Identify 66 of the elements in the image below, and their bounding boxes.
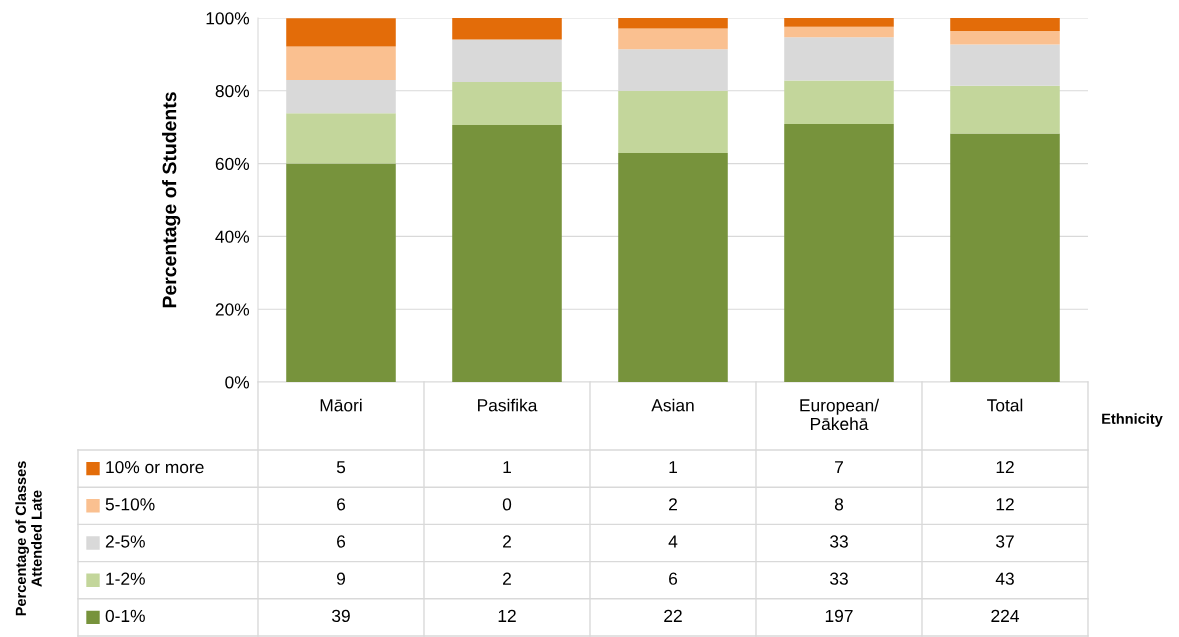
bar [784,80,894,124]
bar [452,39,562,83]
x-axis-title: Ethnicity [1102,413,1163,427]
bar [784,37,894,81]
text: 39 [332,609,350,623]
x-tick-label: Māori [320,398,362,412]
text: 1 [669,461,677,474]
text: 22 [664,609,682,622]
text: 6 [337,498,346,511]
text: 33 [830,572,848,585]
bar [286,18,396,47]
text: 1 [503,461,511,474]
bar [286,163,396,382]
legend-label: 10% or more [106,460,204,474]
text: 6 [669,572,678,585]
bar [950,85,1060,134]
bar [784,123,894,382]
y-tick-label: 80% [215,84,250,98]
y-tick-label: 60% [215,157,250,171]
x-tick-label: Asian [651,398,694,412]
text: 8 [834,498,844,511]
legend-label: 2-5% [105,535,145,548]
bar [784,26,894,38]
text: 2 [503,535,511,548]
text: 9 [336,572,346,585]
text: 2 [669,498,677,511]
bar [618,153,728,382]
y-tick-label: 20% [215,303,250,316]
bar [286,46,396,80]
y-tick-label: 100% [206,12,250,25]
bar [452,125,562,382]
bar [286,113,396,164]
bar [452,82,562,126]
text: 6 [337,535,346,548]
text: 12 [996,498,1014,511]
text: 37 [996,535,1014,548]
x-tick-label: Pasifika [478,398,538,412]
text: 12 [498,609,516,622]
legend-label: 0-1% [105,609,145,623]
bar [784,18,894,27]
text: 33 [830,535,848,548]
text: 0 [502,498,512,511]
text: 4 [668,535,678,548]
text: 7 [835,461,843,474]
bar [618,18,728,29]
legend-label: 5-10% [105,498,155,511]
y-tick-label: 40% [215,230,250,243]
bar [950,18,1060,32]
text: 43 [995,572,1014,585]
y-tick-label: 0% [225,376,250,389]
y-axis-title: Percentage of Students [162,92,181,308]
bar [950,44,1060,86]
bar [618,28,728,50]
text: 2 [503,572,511,585]
x-tick-label: Total [987,398,1023,412]
bar [950,133,1060,382]
text: 224 [991,609,1019,622]
legend-title: Percentage of Classes Attended Late [15,461,42,616]
bar [950,31,1060,45]
bar [618,90,728,154]
text: 12 [996,460,1014,474]
text: 5 [336,461,346,474]
x-tick-label: European/ Pākehā [800,398,880,431]
text: 197 [825,609,853,623]
legend-label: 1-2% [106,572,145,585]
bar [452,18,562,40]
